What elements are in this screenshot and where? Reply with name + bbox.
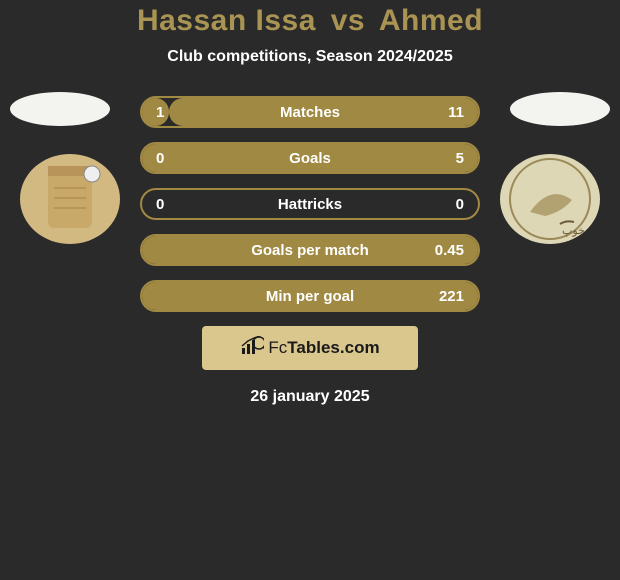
subtitle: Club competitions, Season 2024/2025 [0, 48, 620, 66]
player1-name: Hassan Issa [137, 4, 316, 37]
stat-right-value: 0.45 [435, 242, 464, 259]
stat-row: Min per goal 221 [140, 280, 480, 312]
content-root: Hassan Issa vs Ahmed Club competitions, … [0, 0, 620, 580]
player1-club-logo [20, 154, 120, 244]
stat-left-value: 0 [156, 196, 164, 213]
stat-label: Goals [289, 150, 331, 167]
player1-avatar [10, 92, 110, 126]
stat-row: 1 Matches 11 [140, 96, 480, 128]
stat-row: 0 Hattricks 0 [140, 188, 480, 220]
stat-row: Goals per match 0.45 [140, 234, 480, 266]
fctables-logo[interactable]: FcTables.com [202, 326, 418, 370]
stat-label: Min per goal [266, 288, 354, 305]
svg-text:خوپ: خوپ [562, 225, 585, 237]
player2-name: Ahmed [379, 4, 483, 37]
logo-text: FcTables.com [268, 338, 379, 358]
stat-right-value: 11 [448, 104, 464, 121]
vs-text: vs [331, 4, 365, 37]
stat-left-value: 1 [156, 104, 164, 121]
stat-row: 0 Goals 5 [140, 142, 480, 174]
stat-rows: 1 Matches 11 0 Goals 5 0 Hattricks 0 Goals per ma… [140, 96, 480, 312]
stat-label: Matches [280, 104, 340, 121]
stat-right-value: 221 [439, 288, 464, 305]
club1-icon [20, 154, 120, 244]
player2-avatar [510, 92, 610, 126]
stat-label: Goals per match [251, 242, 369, 259]
stat-right-value: 0 [456, 196, 464, 213]
logo-text-2: Tables.com [287, 338, 379, 357]
logo-text-1: Fc [268, 338, 287, 357]
page-title: Hassan Issa vs Ahmed [0, 4, 620, 38]
date-text: 26 january 2025 [0, 388, 620, 406]
stat-label: Hattricks [278, 196, 342, 213]
chart-icon [240, 336, 264, 361]
stat-area: خوپ 1 Matches 11 0 Goals 5 0 Hattricks 0 Goals pe… [0, 96, 620, 312]
club2-icon: خوپ [500, 154, 600, 244]
player2-club-logo: خوپ [500, 154, 600, 244]
stat-right-value: 5 [456, 150, 464, 167]
stat-left-value: 0 [156, 150, 164, 167]
